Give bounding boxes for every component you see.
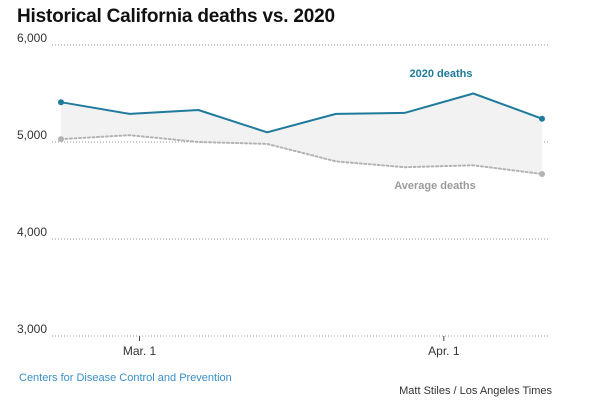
y-tick-label: 5,000 (17, 128, 47, 142)
average-deaths-point (539, 171, 545, 178)
series-lines (60, 92, 543, 175)
y-tick-label: 6,000 (17, 31, 47, 45)
x-tick-label: Mar. 1 (123, 344, 157, 358)
credit-note: Matt Stiles / Los Angeles Times (399, 385, 552, 397)
deaths-2020-line (60, 92, 543, 134)
gap-fill (61, 93, 542, 174)
chart-title: Historical California deaths vs. 2020 (17, 6, 335, 27)
average-deaths-label: Average deaths (394, 180, 476, 192)
x-tick-label: Apr. 1 (428, 344, 460, 358)
y-tick-label: 4,000 (17, 225, 47, 239)
axis-labels: 6,000 5,000 4,000 3,000 Mar. 1 Apr. 1 2020 dea… (17, 31, 476, 358)
average-deaths-line (60, 134, 543, 175)
average-deaths-point (58, 136, 64, 143)
gridlines (52, 44, 550, 341)
deaths-2020-label: 2020 deaths (410, 68, 473, 80)
deaths-2020-point (58, 99, 64, 106)
series-points (58, 99, 545, 178)
gap-area (61, 93, 542, 174)
source-note: Centers for Disease Control and Preventi… (19, 372, 232, 384)
y-tick-label: 3,000 (17, 322, 47, 336)
deaths-2020-point (539, 115, 545, 122)
